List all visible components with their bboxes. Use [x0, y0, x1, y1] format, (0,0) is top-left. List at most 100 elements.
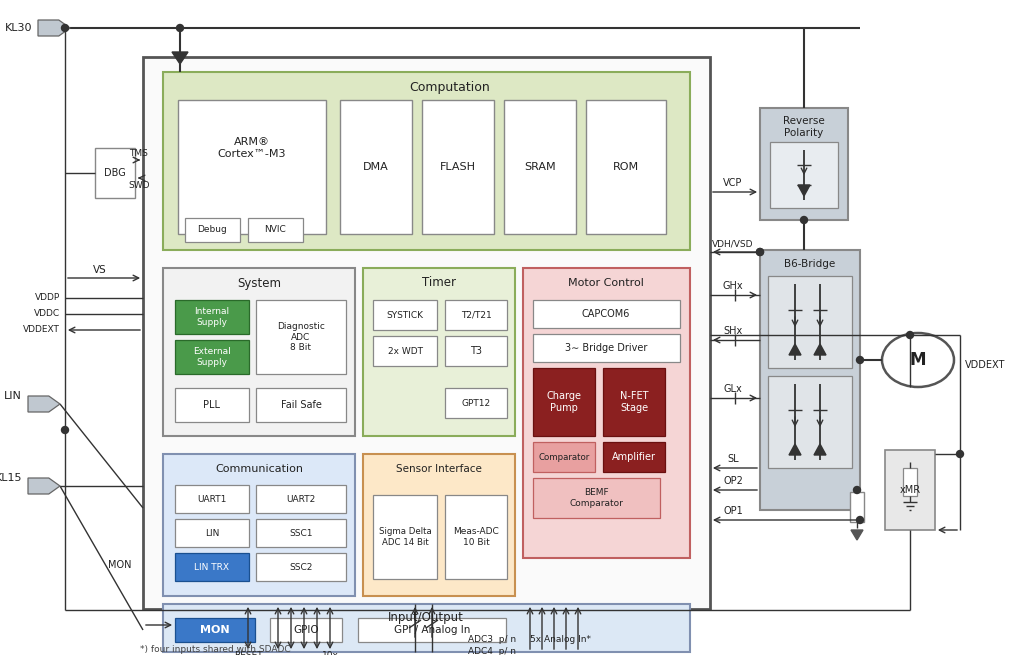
Text: GHx: GHx: [723, 281, 743, 291]
Text: VDDEXT: VDDEXT: [965, 360, 1005, 370]
Bar: [533, 368, 595, 436]
Text: ARM®
Cortex™-M3: ARM® Cortex™-M3: [218, 137, 286, 159]
Text: UART1: UART1: [197, 495, 226, 504]
Polygon shape: [28, 396, 60, 412]
Polygon shape: [789, 344, 801, 355]
Polygon shape: [28, 478, 60, 494]
Text: Amplifier: Amplifier: [612, 452, 656, 462]
Bar: [373, 495, 437, 579]
Text: GPI / Analog In: GPI / Analog In: [394, 625, 471, 635]
Circle shape: [856, 517, 864, 523]
Text: Motor Control: Motor Control: [568, 278, 644, 288]
Bar: [445, 495, 507, 579]
Text: System: System: [237, 276, 281, 290]
Bar: [163, 268, 355, 436]
Text: GPT12: GPT12: [462, 398, 491, 407]
Bar: [770, 142, 838, 208]
Text: GPIO: GPIO: [293, 625, 319, 635]
Bar: [533, 442, 595, 472]
Text: UART2: UART2: [287, 495, 315, 504]
Text: SWD: SWD: [128, 181, 149, 189]
Bar: [185, 218, 240, 242]
Text: 3∼ Bridge Driver: 3∼ Bridge Driver: [565, 343, 647, 353]
Bar: [163, 454, 355, 596]
Polygon shape: [814, 344, 826, 355]
Bar: [256, 485, 346, 513]
Bar: [533, 478, 660, 518]
Bar: [445, 336, 507, 366]
Circle shape: [62, 24, 69, 31]
Bar: [175, 485, 249, 513]
Bar: [175, 388, 249, 422]
Text: Diagnostic
ADC
8 Bit: Diagnostic ADC 8 Bit: [277, 322, 325, 352]
Bar: [175, 340, 249, 374]
Text: ROM: ROM: [613, 162, 639, 172]
Bar: [256, 519, 346, 547]
Text: Reverse
Polarity: Reverse Polarity: [783, 116, 825, 138]
Bar: [163, 72, 690, 250]
Circle shape: [62, 426, 69, 434]
Circle shape: [177, 24, 184, 31]
Text: M: M: [910, 351, 926, 369]
Text: SSC1: SSC1: [289, 529, 313, 538]
Circle shape: [956, 451, 964, 457]
Text: VS: VS: [93, 265, 107, 275]
Bar: [603, 442, 665, 472]
Text: SHx: SHx: [723, 326, 742, 336]
Circle shape: [907, 331, 913, 339]
Bar: [768, 276, 852, 368]
Text: NVIC: NVIC: [265, 225, 286, 234]
Text: Input/Output: Input/Output: [388, 610, 464, 624]
Text: DBG: DBG: [104, 168, 126, 178]
Text: VDDP: VDDP: [34, 293, 60, 303]
Text: BEMF
Comparator: BEMF Comparator: [569, 488, 623, 508]
Text: FLASH: FLASH: [440, 162, 476, 172]
Text: Fail Safe: Fail Safe: [281, 400, 321, 410]
Text: *) four inputs shared with SDADC: *) four inputs shared with SDADC: [140, 645, 291, 654]
Bar: [885, 450, 935, 530]
Bar: [143, 57, 710, 609]
Polygon shape: [798, 185, 810, 196]
Text: KL15: KL15: [0, 473, 22, 483]
Text: LIN TRX: LIN TRX: [195, 563, 229, 572]
Bar: [363, 454, 515, 596]
Text: B6-Bridge: B6-Bridge: [785, 259, 835, 269]
Circle shape: [756, 248, 764, 255]
Bar: [363, 268, 515, 436]
Text: SRAM: SRAM: [524, 162, 556, 172]
Text: 10x: 10x: [321, 650, 338, 655]
Bar: [768, 376, 852, 468]
Bar: [178, 100, 326, 234]
Bar: [256, 388, 346, 422]
Polygon shape: [851, 530, 863, 540]
Text: MON: MON: [200, 625, 230, 635]
Text: VDDEXT: VDDEXT: [23, 326, 60, 335]
Text: KL30: KL30: [4, 23, 32, 33]
Text: External
Supply: External Supply: [193, 347, 231, 367]
Text: VDH/VSD: VDH/VSD: [712, 240, 753, 248]
Bar: [504, 100, 576, 234]
Text: Meas-ADC
10 Bit: Meas-ADC 10 Bit: [453, 527, 499, 547]
Bar: [586, 100, 666, 234]
Text: Timer: Timer: [422, 276, 456, 290]
Text: T3: T3: [470, 346, 482, 356]
Bar: [175, 553, 249, 581]
Polygon shape: [814, 444, 826, 455]
Bar: [523, 268, 690, 558]
Circle shape: [853, 487, 861, 493]
Text: SSC2: SSC2: [289, 563, 313, 572]
Text: ADC4  p/ n: ADC4 p/ n: [468, 646, 516, 655]
Text: LIN: LIN: [4, 391, 22, 401]
Ellipse shape: [882, 333, 954, 387]
Text: ADC3  p/ n: ADC3 p/ n: [468, 635, 516, 645]
Text: LIN: LIN: [205, 529, 219, 538]
Text: Sensor Interface: Sensor Interface: [396, 464, 482, 474]
Polygon shape: [38, 20, 70, 36]
Bar: [422, 100, 494, 234]
Text: 2x WDT: 2x WDT: [388, 346, 422, 356]
Bar: [256, 553, 346, 581]
Text: Sigma Delta
ADC 14 Bit: Sigma Delta ADC 14 Bit: [379, 527, 431, 547]
Text: VDDC: VDDC: [34, 310, 60, 318]
Bar: [248, 218, 303, 242]
Bar: [95, 148, 135, 198]
